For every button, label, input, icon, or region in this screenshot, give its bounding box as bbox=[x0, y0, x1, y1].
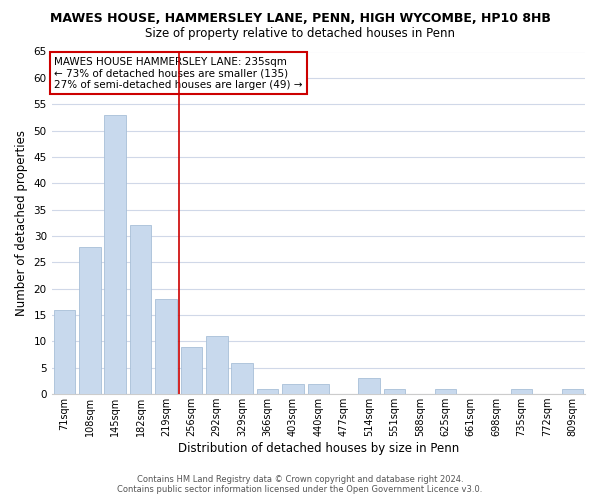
Bar bbox=[562, 389, 583, 394]
Bar bbox=[282, 384, 304, 394]
X-axis label: Distribution of detached houses by size in Penn: Distribution of detached houses by size … bbox=[178, 442, 459, 455]
Bar bbox=[104, 115, 126, 394]
Bar bbox=[232, 362, 253, 394]
Text: Contains HM Land Registry data © Crown copyright and database right 2024.
Contai: Contains HM Land Registry data © Crown c… bbox=[118, 474, 482, 494]
Y-axis label: Number of detached properties: Number of detached properties bbox=[15, 130, 28, 316]
Bar bbox=[257, 389, 278, 394]
Bar bbox=[434, 389, 456, 394]
Bar bbox=[206, 336, 227, 394]
Bar bbox=[130, 226, 151, 394]
Bar bbox=[53, 310, 75, 394]
Bar bbox=[384, 389, 406, 394]
Bar bbox=[308, 384, 329, 394]
Bar bbox=[79, 246, 101, 394]
Text: Size of property relative to detached houses in Penn: Size of property relative to detached ho… bbox=[145, 28, 455, 40]
Bar bbox=[155, 300, 177, 394]
Bar bbox=[358, 378, 380, 394]
Text: MAWES HOUSE, HAMMERSLEY LANE, PENN, HIGH WYCOMBE, HP10 8HB: MAWES HOUSE, HAMMERSLEY LANE, PENN, HIGH… bbox=[50, 12, 550, 26]
Bar bbox=[181, 346, 202, 394]
Text: MAWES HOUSE HAMMERSLEY LANE: 235sqm
← 73% of detached houses are smaller (135)
2: MAWES HOUSE HAMMERSLEY LANE: 235sqm ← 73… bbox=[55, 56, 303, 90]
Bar bbox=[511, 389, 532, 394]
